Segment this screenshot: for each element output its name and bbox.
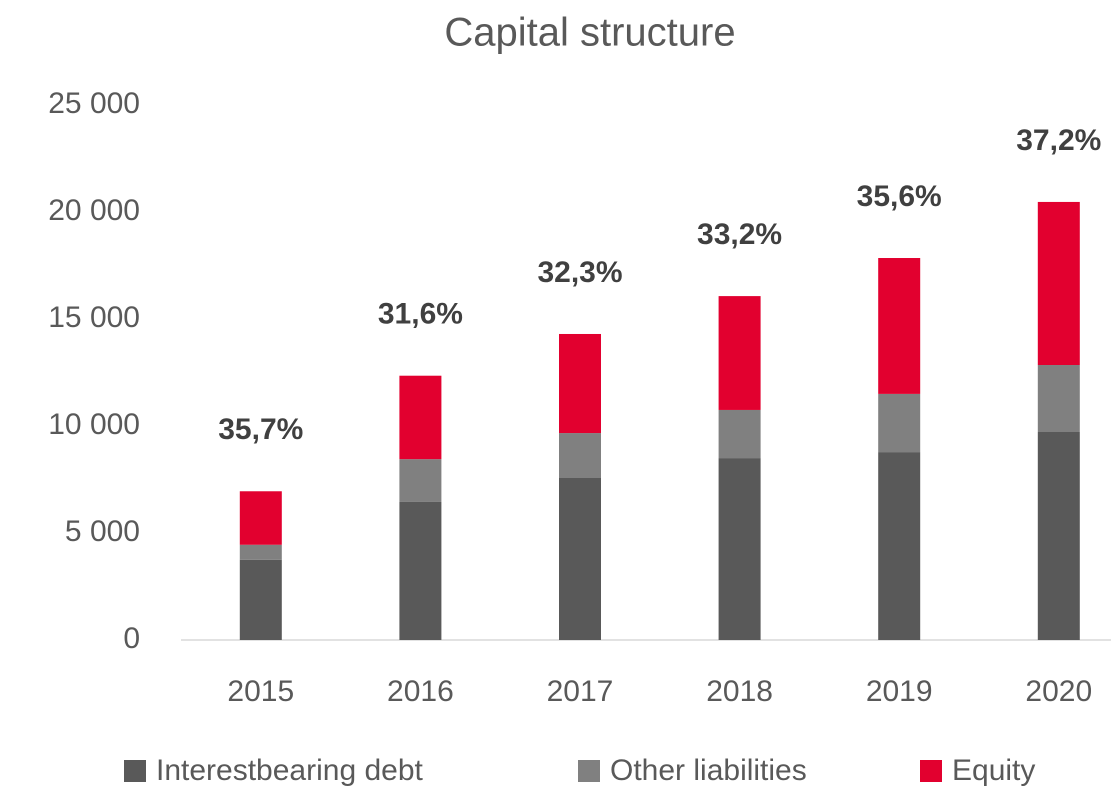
bar-segment <box>239 544 282 560</box>
bar-segment <box>399 501 442 640</box>
y-tick-label: 20 000 <box>48 194 140 227</box>
data-label: 31,6% <box>378 298 463 331</box>
y-tick-label: 10 000 <box>48 408 140 441</box>
bar-segment <box>559 333 601 434</box>
bar-segment <box>239 559 282 640</box>
x-tick-label: 2020 <box>1025 675 1092 708</box>
bar-segment <box>399 375 442 460</box>
data-label: 33,2% <box>697 218 782 251</box>
bar-segment <box>878 258 921 394</box>
bar-segment <box>1037 365 1080 432</box>
x-tick-label: 2019 <box>866 675 933 708</box>
data-label: 35,7% <box>218 413 303 446</box>
legend-swatch <box>920 760 942 782</box>
data-label: 37,2% <box>1016 124 1101 157</box>
chart-title: Capital structure <box>444 11 735 55</box>
legend-label: Other liabilities <box>610 754 807 787</box>
legend-swatch <box>578 760 600 782</box>
bar-segment <box>1037 201 1080 366</box>
bar-segment <box>718 458 761 640</box>
bar-segment <box>878 393 921 453</box>
bar-segment <box>399 459 442 502</box>
bar-segment <box>559 478 601 640</box>
y-tick-label: 15 000 <box>48 301 140 334</box>
bar-segment <box>559 433 601 479</box>
x-tick-label: 2016 <box>387 675 454 708</box>
data-label: 35,6% <box>857 180 942 213</box>
bar-segment <box>239 491 282 545</box>
data-label: 32,3% <box>537 256 622 289</box>
bar-segment <box>718 409 761 459</box>
legend-swatch <box>124 760 146 782</box>
legend-label: Equity <box>952 754 1035 787</box>
y-tick-label: 5 000 <box>65 515 140 548</box>
y-tick-label: 25 000 <box>48 87 140 120</box>
y-tick-label: 0 <box>123 622 140 655</box>
bar-segment <box>718 296 761 410</box>
x-tick-label: 2018 <box>706 675 773 708</box>
x-tick-label: 2015 <box>227 675 294 708</box>
x-tick-label: 2017 <box>547 675 614 708</box>
bar-segment <box>1037 431 1080 640</box>
bar-segment <box>878 452 921 640</box>
legend-label: Interestbearing debt <box>156 754 424 787</box>
